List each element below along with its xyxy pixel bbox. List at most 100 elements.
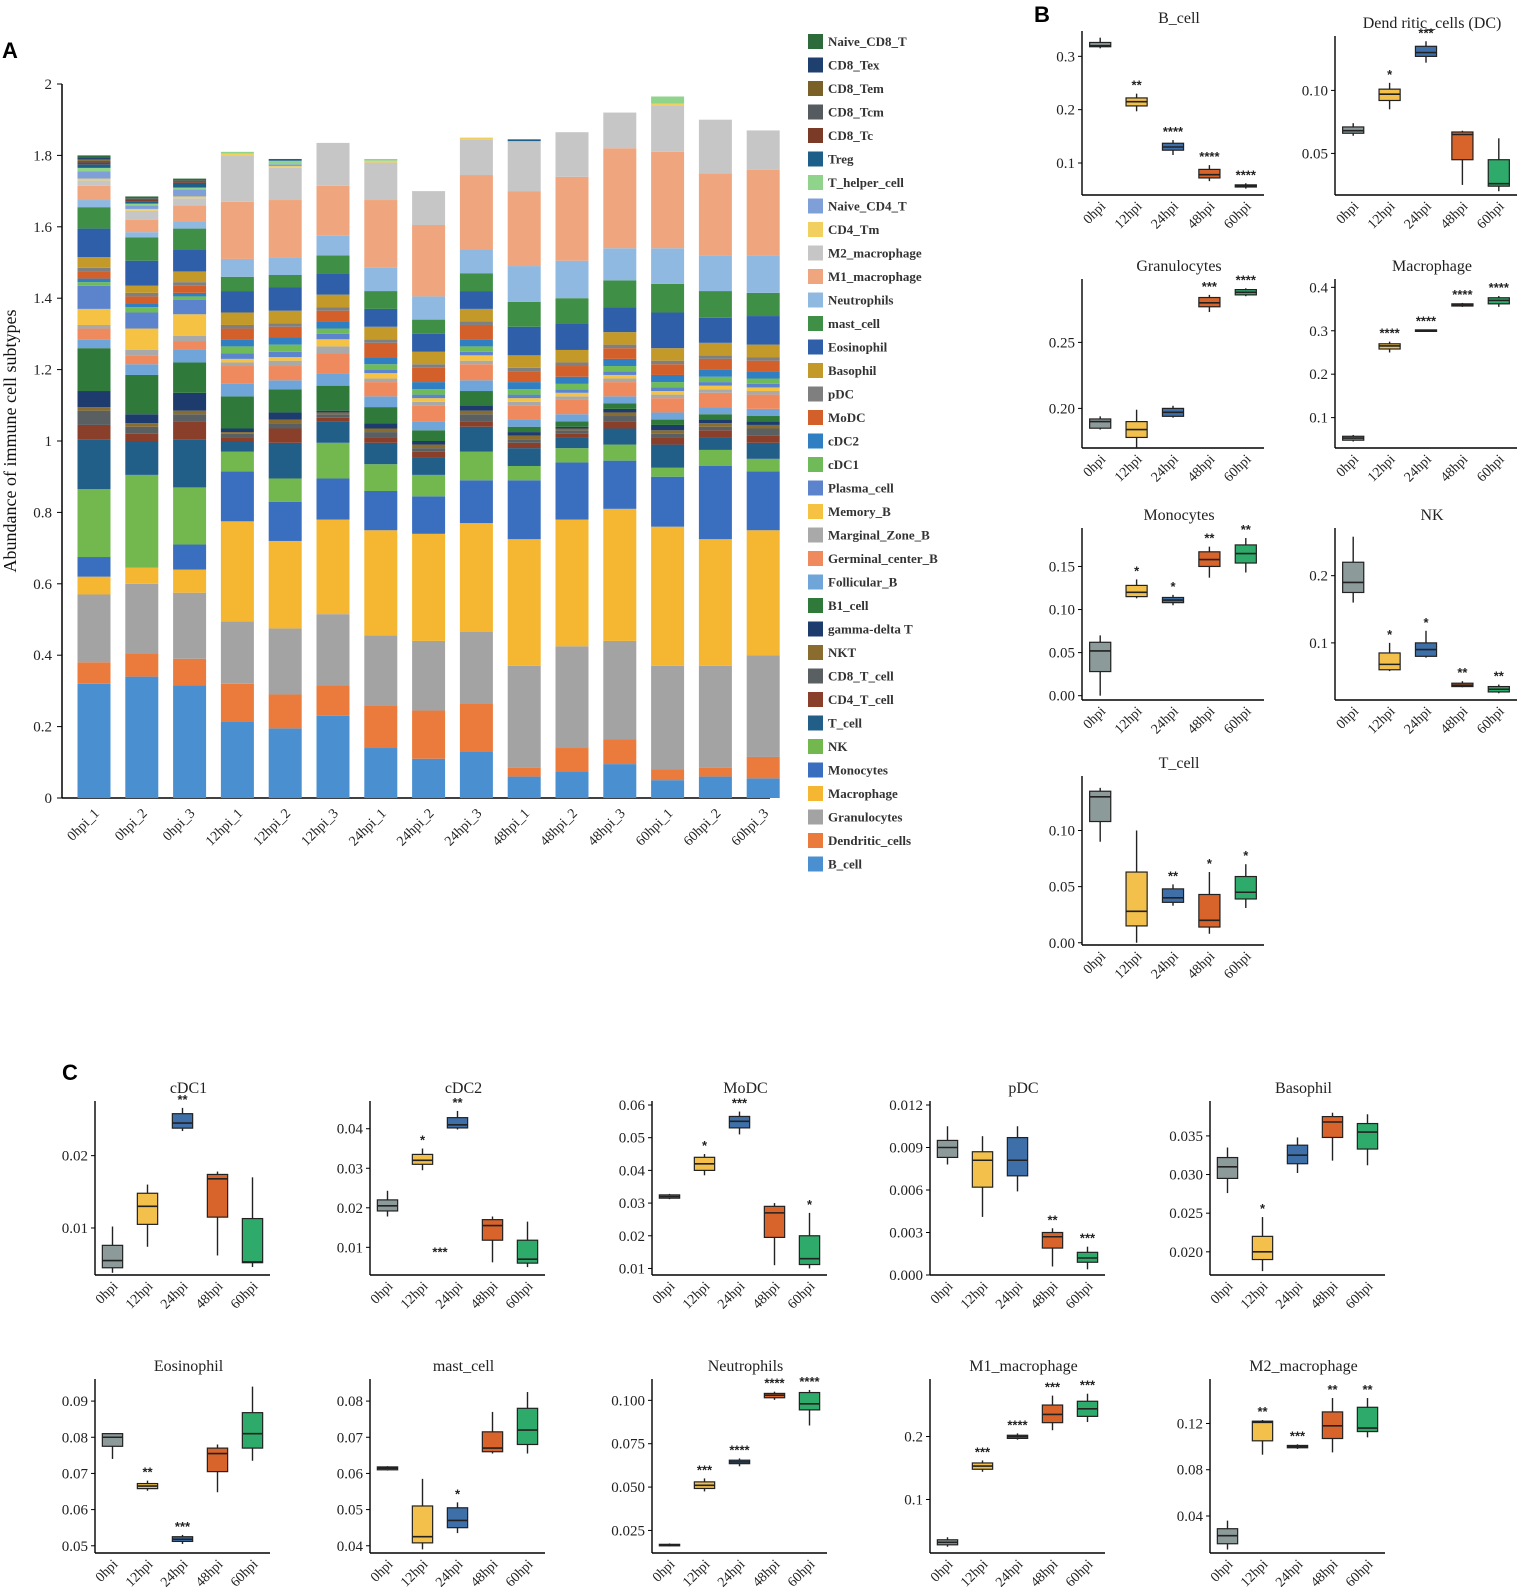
significance-label: *** (1045, 1380, 1061, 1395)
box (1451, 131, 1474, 161)
bar-segment-macrophage (364, 530, 398, 636)
x-tick-label: 0hpi (928, 1557, 956, 1585)
bar-segment-cdc2 (173, 292, 207, 297)
bar-segment-eosinophil (507, 326, 541, 356)
bar-segment-neutrophils (268, 257, 302, 275)
bar-segment-t-cell (555, 437, 589, 449)
x-tick-label: 60hpi_3 (729, 806, 772, 849)
significance-label: *** (432, 1244, 448, 1259)
bar-segment-b-cell (316, 715, 350, 798)
bar-segment-cdc1 (364, 364, 398, 370)
plot-title: Granulocytes (1136, 258, 1221, 275)
bar-segment-follicular-b (603, 396, 637, 404)
plot-title: pDC (1008, 1080, 1038, 1097)
bar-segment-memory-b (412, 398, 446, 402)
bar-segment-mast-cell (220, 276, 254, 292)
y-tick-label: 0.2 (904, 1430, 923, 1446)
bar-segment-dendritic-cells (220, 683, 254, 722)
x-tick-label: 0hpi (93, 1279, 121, 1307)
x-tick-label: 48hpi (1438, 199, 1471, 232)
bar-segment-cd4-t-cell (507, 442, 541, 449)
legend-item: M1_macrophage (828, 269, 922, 284)
bar-segment-granulocytes (651, 665, 685, 770)
bar-segment-follicular-b (746, 408, 780, 417)
bar-segment-macrophage (651, 526, 685, 666)
bar-segment-b1-cell (220, 396, 254, 429)
bar-segment-nkt (507, 435, 541, 440)
box (798, 1235, 821, 1266)
bar-segment-granulocytes (507, 665, 541, 768)
bar-segment-b1-cell (412, 430, 446, 441)
boxplot-panel-b: B_cell0.10.20.30hpi**12hpi****24hpi****4… (1049, 10, 1517, 982)
legend-item: B_cell (828, 857, 862, 872)
x-tick-label: 12hpi (1238, 1557, 1271, 1590)
y-tick-label: 0.1 (1309, 636, 1328, 652)
bar-segment-cd8-tcm (173, 180, 207, 183)
bar-segment-nkt (173, 410, 207, 415)
significance-label: * (1170, 579, 1176, 594)
x-tick-label: 24hpi (158, 1279, 191, 1312)
legend-swatch (808, 410, 823, 425)
box (516, 1407, 539, 1446)
legend-swatch (808, 833, 823, 848)
bar-segment-b-cell (364, 748, 398, 798)
bar-segment-cdc2 (746, 371, 780, 379)
bar-segment-plasma-cell (698, 382, 732, 386)
box (1198, 893, 1221, 928)
legend-item: B1_cell (828, 598, 869, 613)
bar-segment-follicular-b (698, 407, 732, 415)
box (1321, 1115, 1344, 1139)
bar-segment-pdc (746, 357, 780, 361)
bar-segment-m1-macrophage (125, 219, 159, 233)
box (1487, 159, 1510, 187)
bar-segment-b1-cell (698, 414, 732, 420)
x-tick-label: 0hpi (93, 1557, 121, 1585)
bar-segment-nk (268, 478, 302, 502)
x-tick-label: 60hpi_1 (633, 806, 676, 849)
bar-segment-modc (316, 310, 350, 322)
bar-segment-m1-macrophage (77, 185, 111, 201)
legend-swatch (808, 175, 823, 190)
boxplot-t-cell: T_cell 0.00 0.05 0.10 0hpi 12hpi ** 24hpi * 48hpi… (1049, 755, 1264, 982)
bar-segment-nk (698, 449, 732, 466)
legend-item: Basophil (828, 363, 877, 378)
legend-item: Naive_CD8_T (828, 34, 907, 49)
bar-segment-gamma-delta-t (412, 441, 446, 445)
box (241, 1217, 264, 1264)
x-tick-label: 24hpi (993, 1557, 1026, 1590)
x-tick-label: 60hpi (1221, 452, 1254, 485)
x-tick-label: 0hpi (1081, 452, 1109, 480)
x-tick-label: 24hpi (433, 1279, 466, 1312)
x-tick-label: 48hpi_3 (586, 806, 629, 849)
significance-label: **** (1452, 287, 1473, 302)
bar-segment-basophil (316, 294, 350, 308)
bar-segment-nkt (316, 412, 350, 415)
box (1089, 41, 1112, 48)
box (971, 1151, 994, 1188)
legend-item: T_helper_cell (828, 175, 904, 190)
bar-segment-marginal-zone-b (220, 362, 254, 367)
x-tick-label: 60hpi (1474, 199, 1507, 232)
bar-segment-b1-cell (603, 403, 637, 409)
x-tick-label: 48hpi (1438, 452, 1471, 485)
x-tick-label: 48hpi (193, 1279, 226, 1312)
bar-segment-pdc (555, 362, 589, 367)
bar-segment-b-cell (77, 683, 111, 798)
x-tick-label: 12hpi_2 (251, 806, 294, 849)
y-tick-label: 0.03 (337, 1161, 363, 1177)
bar-segment-cdc2 (603, 358, 637, 367)
box (936, 1139, 959, 1159)
significance-label: ** (177, 1092, 188, 1107)
bar-segment-b-cell (459, 751, 493, 798)
bar-segment-marginal-zone-b (555, 396, 589, 400)
legend-swatch (808, 386, 823, 402)
boxplot-eosinophil: Eosinophil 0.05 0.06 0.07 0.08 0.09 0hpi ** 12hp… (62, 1358, 270, 1590)
y-tick-label: 0.4 (33, 648, 52, 664)
box (1342, 561, 1365, 594)
bar-segment-basophil (507, 355, 541, 368)
bar-segment-t-cell (412, 457, 446, 475)
bar-segment-nk (507, 465, 541, 481)
x-tick-label: 0hpi (1081, 949, 1109, 977)
bar-segment-plasma-cell (651, 387, 685, 392)
bar-segment-cdc2 (316, 321, 350, 329)
